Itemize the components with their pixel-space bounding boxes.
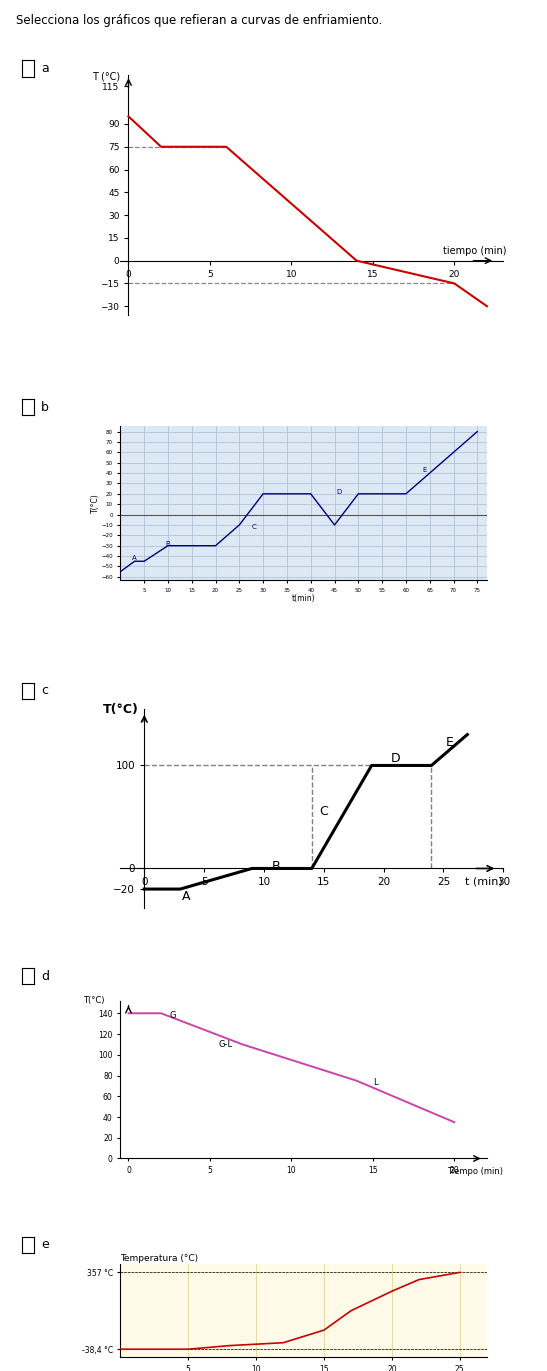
Text: a: a bbox=[41, 62, 49, 75]
Text: t (min): t (min) bbox=[465, 876, 503, 887]
Text: B: B bbox=[271, 860, 280, 873]
Text: d: d bbox=[41, 969, 49, 983]
X-axis label: t(min): t(min) bbox=[292, 594, 316, 603]
Text: G-L: G-L bbox=[218, 1039, 232, 1049]
Text: A: A bbox=[182, 890, 190, 902]
Text: Temperatura (°C): Temperatura (°C) bbox=[120, 1254, 199, 1263]
Text: L: L bbox=[373, 1078, 377, 1087]
Text: E: E bbox=[423, 468, 427, 473]
Text: c: c bbox=[41, 684, 48, 698]
Text: E: E bbox=[445, 736, 453, 750]
Text: b: b bbox=[41, 400, 49, 414]
Text: A: A bbox=[132, 555, 137, 561]
Text: Tiempo (min): Tiempo (min) bbox=[447, 1167, 503, 1176]
Text: C: C bbox=[319, 805, 328, 818]
Text: T (°C): T (°C) bbox=[92, 71, 120, 81]
Text: T(°C): T(°C) bbox=[102, 703, 138, 716]
Text: tiempo (min): tiempo (min) bbox=[443, 247, 507, 256]
Text: D: D bbox=[391, 751, 400, 765]
Text: C: C bbox=[251, 524, 256, 531]
Text: D: D bbox=[336, 488, 342, 495]
Text: B: B bbox=[166, 540, 170, 547]
Text: Selecciona los gráficos que refieran a curvas de enfriamiento.: Selecciona los gráficos que refieran a c… bbox=[16, 14, 383, 26]
Text: T(°C): T(°C) bbox=[83, 995, 104, 1005]
Text: e: e bbox=[41, 1238, 49, 1252]
Y-axis label: T(°C): T(°C) bbox=[91, 494, 100, 513]
Text: G: G bbox=[169, 1010, 176, 1020]
